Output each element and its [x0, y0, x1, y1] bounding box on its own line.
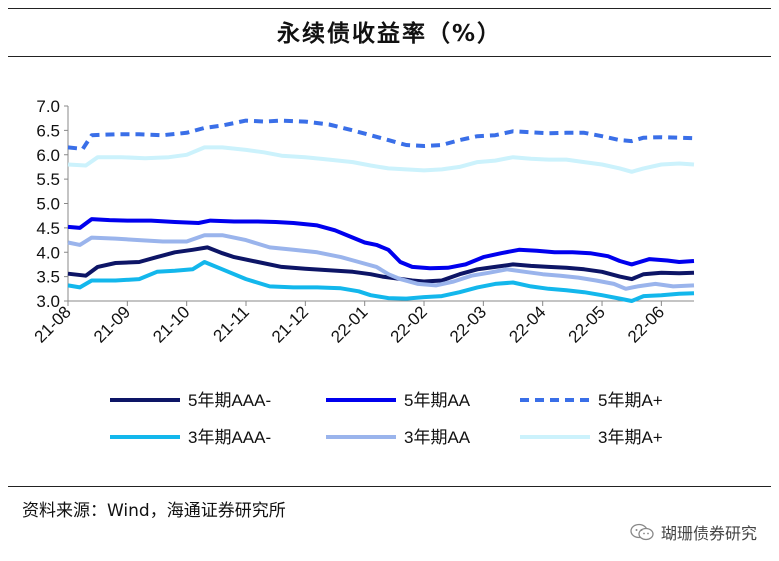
y-tick-label: 6.5	[36, 121, 60, 140]
chart-area: 7.0 6.5 6.0 5.5 5.0 4.5 4.0 3.5 3.0 21-08 21-09 21-…	[8, 62, 771, 482]
y-tick-label: 3.0	[36, 292, 60, 311]
y-tick-label: 7.0	[36, 97, 60, 116]
legend-label-1: 5年期AAA-	[188, 391, 271, 410]
series-line-5	[67, 233, 695, 291]
source-note: 资料来源：Wind，海通证券研究所	[22, 501, 286, 521]
series-line-2	[67, 217, 695, 271]
source-rule	[8, 486, 771, 487]
x-tick-label: 22-05	[565, 302, 609, 346]
title-rule	[8, 56, 771, 57]
top-rule	[8, 8, 771, 9]
legend-label-4: 3年期AAA-	[188, 428, 271, 447]
watermark: 瑚珊债券研究	[629, 520, 757, 544]
x-tick-label: 22-01	[327, 302, 371, 346]
y-tick-label: 6.0	[36, 146, 60, 165]
watermark-text: 瑚珊债券研究	[660, 524, 757, 543]
x-tick-label: 21-09	[90, 302, 134, 346]
y-tick-label: 5.0	[36, 195, 60, 214]
series-line-6	[67, 145, 695, 174]
line-chart: 7.06.56.05.55.04.54.03.53.021-08 21-09 21-…	[31, 97, 695, 447]
legend-label-5: 3年期AA	[404, 428, 471, 447]
legend-label-3: 5年期A+	[598, 391, 663, 410]
y-tick-label: 3.5	[36, 268, 60, 287]
legend-label-6: 3年期A+	[598, 428, 663, 447]
y-tick-label: 5.5	[36, 170, 60, 189]
wechat-icon	[630, 523, 654, 541]
chart-title: 永续债收益率（%）	[276, 21, 503, 47]
x-tick-label: 21-10	[149, 302, 193, 346]
y-tick-label: 4.5	[36, 219, 60, 238]
x-tick-label: 22-03	[446, 302, 490, 346]
x-tick-label: 21-12	[268, 302, 312, 346]
series-line-3	[67, 118, 695, 151]
series-line-4	[67, 260, 695, 303]
x-tick-label: 22-04	[505, 302, 549, 346]
series-line-1	[67, 245, 695, 284]
legend-label-2: 5年期AA	[404, 391, 471, 410]
y-tick-label: 4.0	[36, 243, 60, 262]
x-tick-label: 22-06	[624, 302, 668, 346]
x-tick-label: 22-02	[387, 302, 431, 346]
x-tick-label: 21-11	[210, 302, 253, 345]
